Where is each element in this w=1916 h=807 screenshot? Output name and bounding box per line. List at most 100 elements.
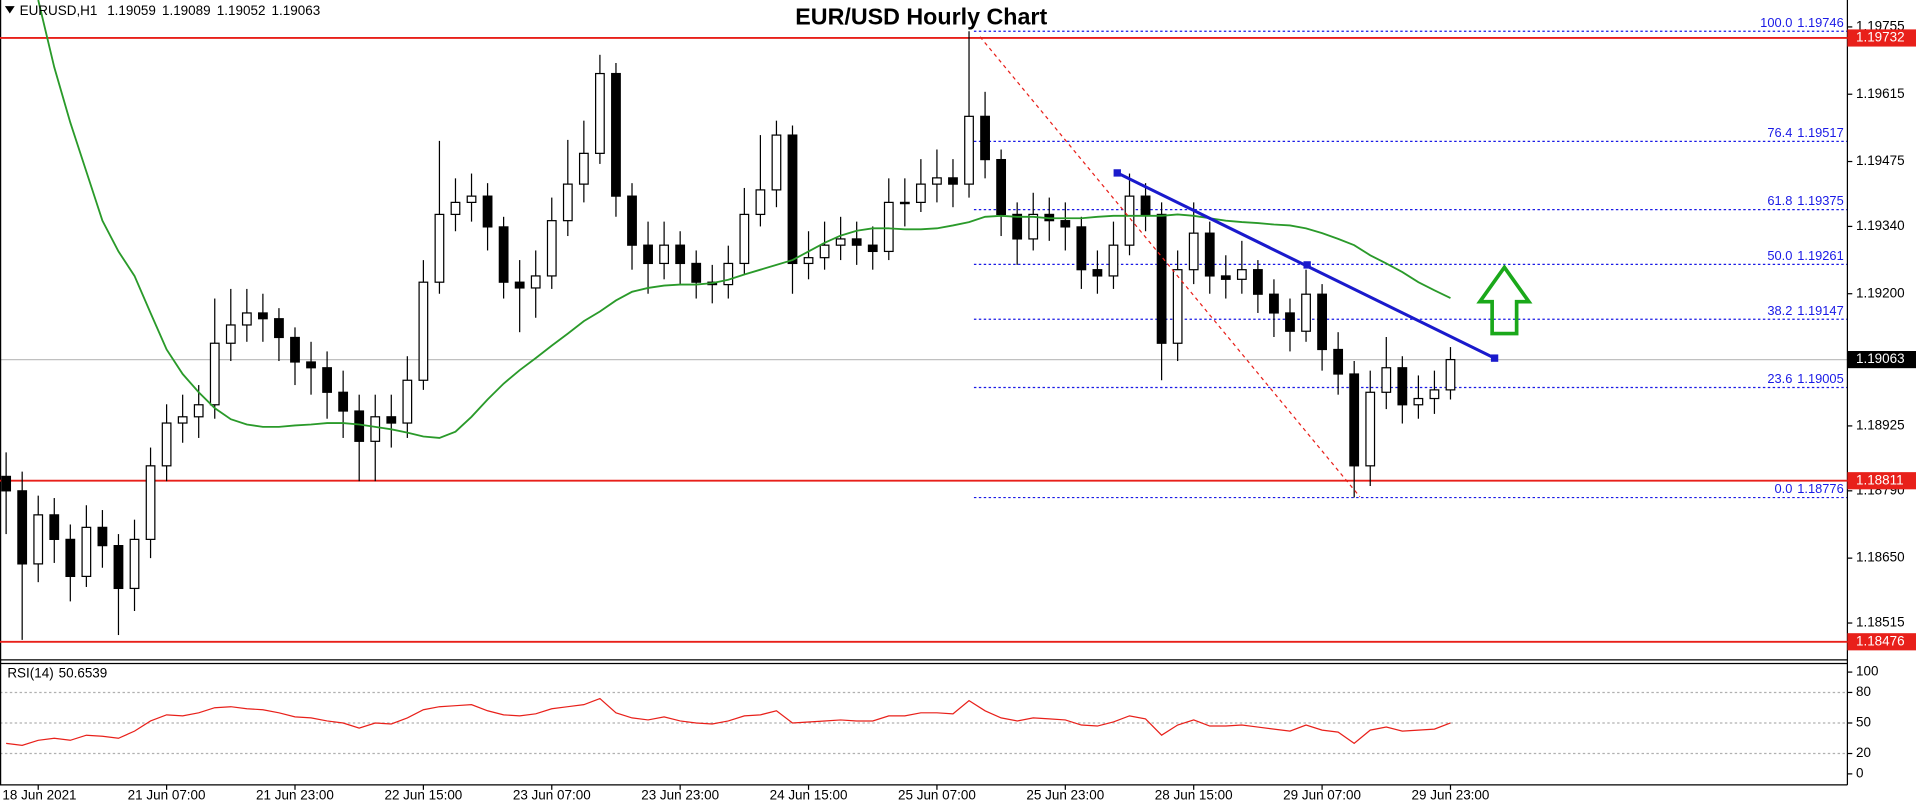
fib-level-label: 76.4 1.19517 [1767, 125, 1843, 140]
candle-body [1124, 195, 1135, 246]
trend-line-handle [1113, 169, 1121, 177]
y-tick-label: 0 [1856, 765, 1863, 780]
candle-body [562, 183, 573, 222]
quote-high: 1.19089 [162, 3, 211, 18]
candle-body [546, 220, 557, 277]
candle-body [241, 312, 252, 326]
candle-body [49, 514, 60, 540]
candle-body [1285, 312, 1295, 332]
candle-body [65, 538, 76, 578]
x-tick-label: 24 Jun 15:00 [770, 788, 848, 803]
candle-body [161, 422, 172, 467]
current-price-label: 1.19063 [1856, 351, 1905, 366]
level-price-box [1847, 472, 1916, 490]
x-tick-label: 29 Jun 07:00 [1283, 788, 1361, 803]
candle-body [81, 526, 92, 578]
fib-price: 1.19261 [1797, 248, 1843, 263]
y-tick-label: 1.19475 [1856, 153, 1905, 168]
fib-ratio: 100.0 [1760, 15, 1792, 30]
candle-body [1317, 293, 1327, 351]
candle-body [1429, 389, 1440, 400]
rsi-line [6, 697, 1451, 747]
candle-body [1413, 397, 1424, 406]
candle-body [209, 342, 220, 406]
candle-body [1349, 373, 1360, 467]
fib-ratio: 38.2 [1767, 303, 1792, 318]
candle-body [739, 213, 750, 265]
y-tick-label: 20 [1856, 745, 1871, 760]
x-tick-label: 25 Jun 23:00 [1026, 788, 1104, 803]
candle-body [418, 281, 429, 381]
fib-level-label: 38.2 1.19147 [1767, 303, 1843, 318]
candle-body [1076, 226, 1087, 271]
candle-body [402, 379, 413, 424]
candle-body [787, 134, 798, 265]
candle-body [964, 115, 974, 185]
candle-body [530, 275, 541, 289]
candle-body [1252, 269, 1263, 295]
candle-body [498, 226, 509, 283]
candle-body [322, 367, 332, 393]
candle-body [1381, 367, 1392, 393]
candle-body [1333, 348, 1344, 375]
symbol: EURUSD,H1 [20, 3, 98, 18]
fib-level-label: 50.0 1.19261 [1767, 248, 1843, 263]
candle-body [691, 262, 702, 283]
fib-ratio: 0.0 [1774, 482, 1792, 497]
quote-close: 1.19063 [272, 3, 321, 18]
fib-ratio: 76.4 [1767, 125, 1792, 140]
x-tick-label: 22 Jun 15:00 [384, 788, 462, 803]
candle-body [803, 257, 814, 265]
fib-ratio: 50.0 [1767, 248, 1792, 263]
level-price-label: 1.18476 [1856, 633, 1905, 648]
candle-body [1012, 213, 1023, 240]
y-tick-label: 1.19615 [1856, 86, 1905, 101]
candle-body [1397, 367, 1408, 406]
candle-body [595, 72, 605, 154]
candle-body [466, 195, 477, 204]
rsi-header: RSI(14) 50.6539 [7, 665, 107, 680]
candle-body [915, 183, 926, 204]
candle-body [1028, 213, 1039, 240]
x-tick-label: 21 Jun 23:00 [256, 788, 334, 803]
candle-body [627, 195, 637, 246]
chart-background-layer: 1.197551.196151.194751.193401.192001.189… [0, 15, 1905, 780]
chart-title: EUR/USD Hourly Chart [795, 4, 1047, 30]
x-tick-label: 18 Jun 2021 [2, 788, 76, 803]
y-tick-label: 1.18515 [1856, 615, 1905, 630]
candle-body [17, 490, 28, 565]
candle-body [578, 152, 589, 185]
candle-body [1301, 293, 1311, 332]
candle-body [1060, 220, 1071, 228]
level-price-box [1847, 633, 1916, 651]
candle-body [996, 158, 1007, 216]
candle-body [883, 201, 894, 253]
candle-body [290, 336, 300, 363]
candle-body [1445, 358, 1456, 391]
y-tick-label: 1.18650 [1856, 550, 1905, 565]
fib-price: 1.18776 [1797, 482, 1843, 497]
candle-body [274, 318, 284, 339]
candle-body [514, 281, 525, 289]
fib-price: 1.19005 [1797, 372, 1843, 387]
candle-body [450, 201, 461, 216]
candle-body [338, 391, 349, 412]
candle-body [193, 404, 204, 418]
candle-body [643, 244, 653, 265]
candle-body [1269, 293, 1279, 314]
y-tick-label: 1.18925 [1856, 417, 1905, 432]
candle-body [225, 324, 236, 344]
fib-price: 1.19147 [1797, 303, 1843, 318]
y-tick-label: 100 [1856, 664, 1878, 679]
candle-body [1365, 391, 1376, 467]
level-price-box [1847, 29, 1916, 47]
candle-body [611, 72, 621, 197]
symbol-menu-icon[interactable] [4, 6, 15, 14]
fib-price: 1.19746 [1797, 15, 1843, 30]
x-tick-label: 29 Jun 23:00 [1412, 788, 1490, 803]
candle-body [1220, 275, 1231, 280]
moving-average [37, 0, 1451, 439]
candle-body [129, 538, 140, 590]
